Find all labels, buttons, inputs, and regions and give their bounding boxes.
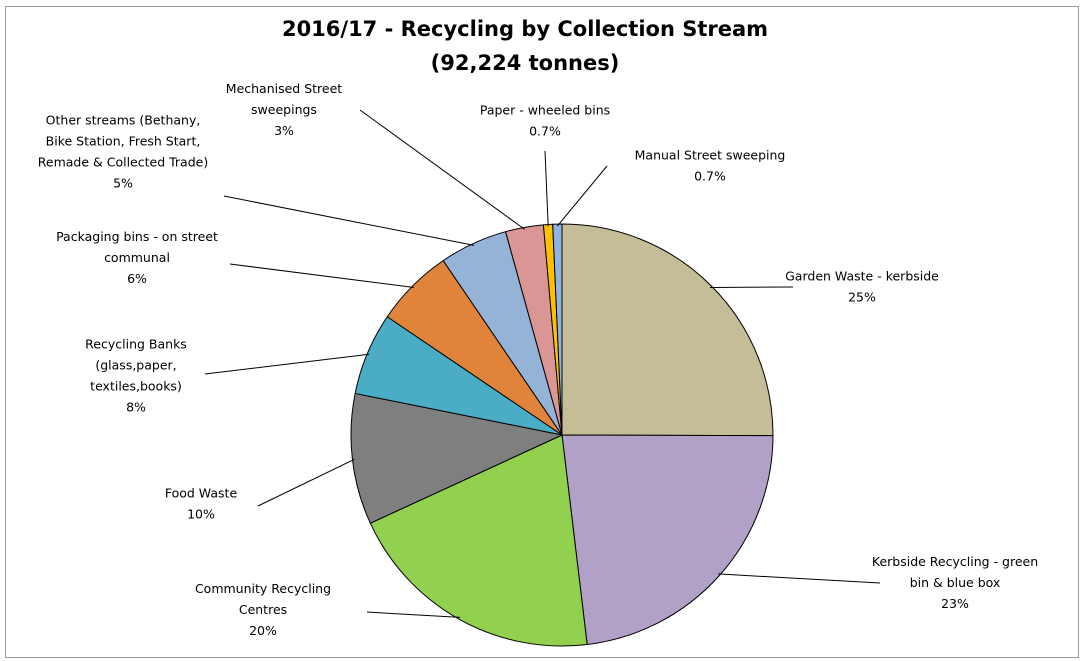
slice-label: Food Waste 10% [165,486,238,522]
leader-line [367,612,460,617]
slice-percent: 3% [274,123,294,138]
leader-line [718,574,880,583]
slice-label-line: Garden Waste - kerbside [785,269,939,284]
pie-slice [562,224,773,436]
leader-line [360,110,525,229]
leader-line [224,196,474,245]
slice-label-line: Community Recycling [195,581,331,596]
leader-line [205,354,369,374]
slice-label-line: Bike Station, Fresh Start, [46,134,201,149]
slice-label-line: communal [104,250,170,265]
slice-label-line: Packaging bins - on street [56,229,218,244]
slice-percent: 8% [126,400,146,415]
slice-label-line: Other streams (Bethany, [46,113,201,128]
leader-line [258,459,354,506]
slice-label: Mechanised Street sweepings 3% [226,81,343,138]
slice-percent: 23% [941,596,969,611]
leader-line [557,166,607,226]
slice-label-line: sweepings [251,102,317,117]
slice-label-line: (glass,paper, [95,358,176,373]
pie-slice [562,435,773,644]
slice-label-line: Paper - wheeled bins [480,103,610,118]
slice-label-line: Remade & Collected Trade) [38,155,208,170]
chart-title: 2016/17 - Recycling by Collection Stream [282,17,768,41]
slice-label-line: Centres [239,602,287,617]
slice-label: Garden Waste - kerbside 25% [785,269,939,305]
slice-label: Paper - wheeled bins 0.7% [480,103,610,139]
slice-label-line: Mechanised Street [226,81,343,96]
slice-label: Packaging bins - on street communal 6% [56,229,218,286]
leader-line [230,264,414,287]
slice-percent: 6% [127,271,147,286]
slice-percent: 5% [113,176,133,191]
slice-label-line: Food Waste [165,486,238,501]
slice-percent: 20% [249,623,277,638]
slice-label-line: Recycling Banks [85,337,187,352]
slice-label: Other streams (Bethany, Bike Station, Fre… [38,113,208,191]
slice-label: Community Recycling Centres 20% [195,581,331,638]
leader-line [545,151,548,226]
slice-label-line: Kerbside Recycling - green [872,554,1038,569]
slice-percent: 25% [848,290,876,305]
slice-label-line: Manual Street sweeping [635,148,786,163]
slice-label-line: bin & blue box [910,575,1001,590]
slice-label-line: textiles,books) [90,379,182,394]
slice-percent: 0.7% [694,169,726,184]
slice-label: Manual Street sweeping 0.7% [635,148,786,184]
chart-subtitle: (92,224 tonnes) [431,51,620,75]
slice-label: Kerbside Recycling - green bin & blue box… [872,554,1038,611]
slice-label: Recycling Banks (glass,paper, textiles,boo… [85,337,187,415]
slice-percent: 0.7% [529,124,561,139]
slice-percent: 10% [187,507,215,522]
